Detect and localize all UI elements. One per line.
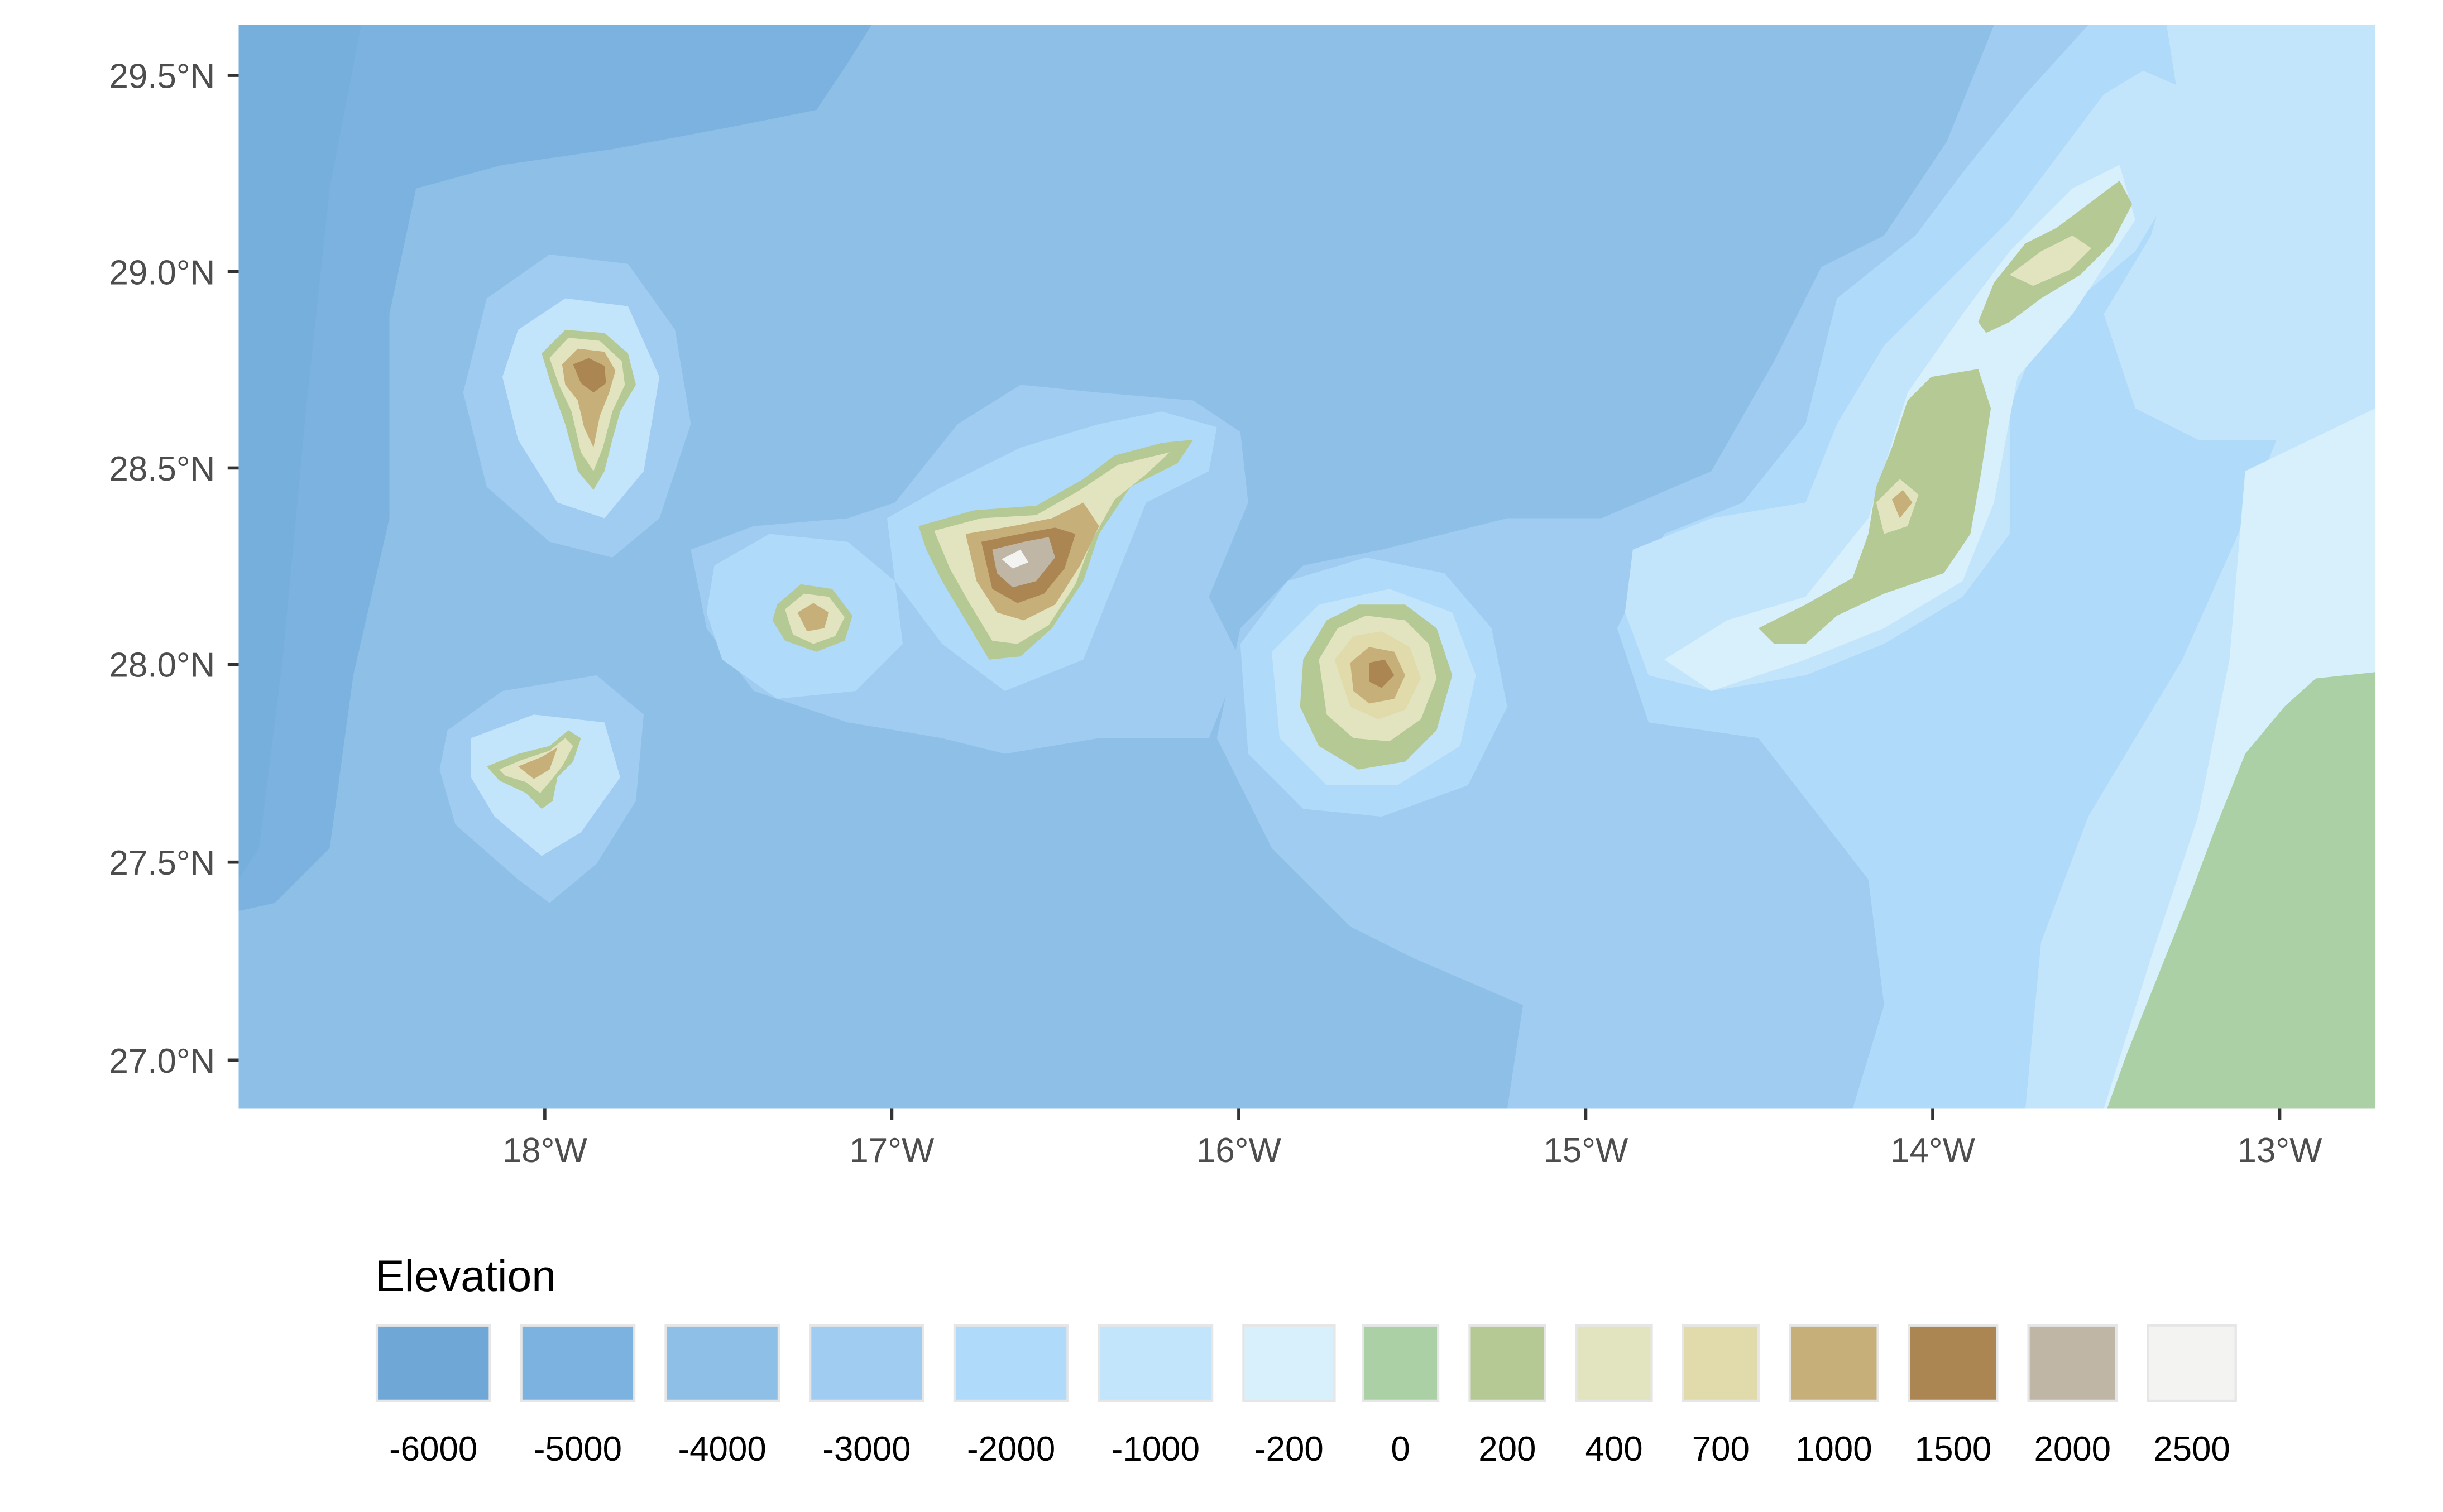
legend-swatch (664, 1324, 780, 1402)
y-axis: 29.5°N 29.0°N 28.5°N 28.0°N 27.5°N 27.0°N (109, 57, 239, 1081)
legend-swatch (1908, 1324, 1999, 1402)
x-axis: 18°W 17°W 16°W 15°W 14°W 13°W (502, 1108, 2322, 1170)
y-tick-label: 29.5°N (109, 57, 215, 96)
legend-label: 1000 (1795, 1430, 1872, 1468)
legend-swatch (809, 1324, 924, 1402)
x-tick-label: 18°W (502, 1131, 588, 1170)
legend-title: Elevation (375, 1251, 556, 1300)
legend-label: 2000 (2034, 1430, 2111, 1468)
legend-swatch (2147, 1324, 2237, 1402)
map-panel (238, 25, 2376, 1109)
legend-swatch (1362, 1324, 1440, 1402)
legend-label: -4000 (678, 1430, 767, 1468)
island-tenerife (918, 439, 1194, 660)
x-tick-label: 17°W (849, 1131, 935, 1170)
legend-swatch (1098, 1324, 1214, 1402)
legend-label: 700 (1692, 1430, 1750, 1468)
island-la-palma (542, 329, 636, 490)
legend-label: -1000 (1112, 1430, 1200, 1468)
island-la-gomera (772, 584, 853, 652)
legend-items: -6000 -5000 -4000 -3000 -2000 -1000 -200 0 200 40… (375, 1324, 2237, 1468)
x-tick-label: 14°W (1890, 1131, 1976, 1170)
y-tick-label: 27.0°N (109, 1042, 215, 1081)
legend-label: -2000 (967, 1430, 1055, 1468)
legend-label: 400 (1585, 1430, 1642, 1468)
abyssal-plain-northwest (238, 25, 871, 911)
legend-swatch (1242, 1324, 1336, 1402)
legend-label: -3000 (822, 1430, 911, 1468)
island-lanzarote (1978, 180, 2133, 333)
island-gran-canaria (1300, 604, 1453, 770)
legend-label: -200 (1254, 1430, 1324, 1468)
legend-swatch (1575, 1324, 1653, 1402)
legend-label: 1500 (1915, 1430, 1992, 1468)
island-fuerteventura (1758, 369, 1991, 644)
y-tick-label: 27.5°N (109, 844, 215, 882)
legend-swatch (1468, 1324, 1546, 1402)
legend-swatch (1682, 1324, 1760, 1402)
island-el-hierro (486, 730, 581, 809)
legend-label: 2500 (2153, 1430, 2230, 1468)
legend-label: 0 (1391, 1430, 1410, 1468)
african-coast-land (2107, 672, 2376, 1109)
y-tick-label: 28.5°N (109, 450, 215, 488)
legend-label: -6000 (389, 1430, 477, 1468)
abyssal-plain-west-edge (238, 25, 361, 880)
legend-label: -5000 (534, 1430, 622, 1468)
legend-swatch (1788, 1324, 1879, 1402)
legend-swatch (375, 1324, 491, 1402)
legend-label: 200 (1478, 1430, 1536, 1468)
x-tick-label: 13°W (2238, 1131, 2323, 1170)
legend-swatch (520, 1324, 636, 1402)
legend-swatch (953, 1324, 1069, 1402)
y-tick-label: 28.0°N (109, 646, 215, 685)
x-tick-label: 16°W (1196, 1131, 1282, 1170)
y-tick-label: 29.0°N (109, 253, 215, 292)
legend: Elevation -6000 -5000 -4000 -3000 -2000 -1000… (375, 1251, 2237, 1468)
legend-swatch (2027, 1324, 2118, 1402)
x-tick-label: 15°W (1543, 1131, 1628, 1170)
